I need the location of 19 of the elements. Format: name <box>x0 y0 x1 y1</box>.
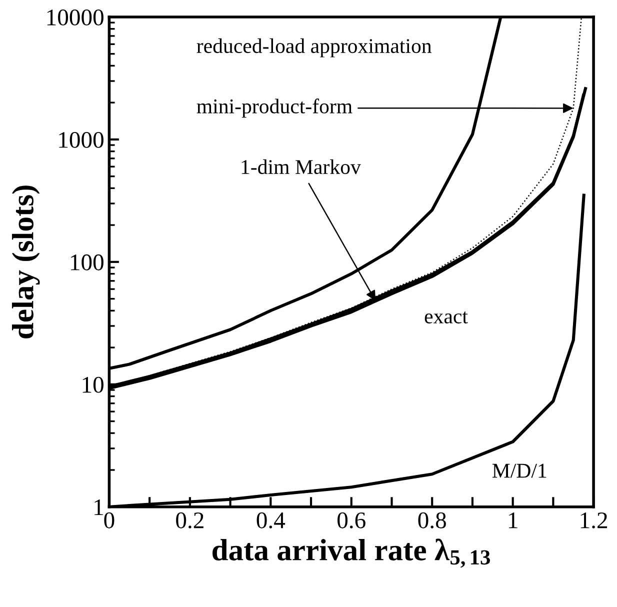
y-tick-label: 10 <box>82 376 104 393</box>
y-tick-label: 1 <box>94 499 103 516</box>
series-label: exact <box>424 312 468 324</box>
x-tick-label: 1 <box>509 512 518 528</box>
series-label: M/D/1 <box>492 464 546 478</box>
x-tick-label: 1.2 <box>580 512 608 528</box>
y-tick-label: 1000 <box>59 132 104 148</box>
y-axis-title: delay (slots) <box>12 186 40 338</box>
y-tick-label: 100 <box>71 254 104 270</box>
x-tick-label: 0 <box>104 512 114 528</box>
x-tick-label: 0.8 <box>418 512 446 528</box>
annotation: 1-dim Markov <box>242 159 361 174</box>
y-tick-label: 10000 <box>47 9 104 26</box>
x-tick-label: 0.6 <box>338 512 366 528</box>
annotation: mini-product-form <box>196 98 352 118</box>
x-tick-label: 0.4 <box>256 512 286 528</box>
x-tick-label: 0.2 <box>176 512 204 528</box>
text: reduced-load approximation <box>196 38 432 58</box>
x-axis-title: data arrival rate λ$_{5,13}$ <box>212 538 490 568</box>
